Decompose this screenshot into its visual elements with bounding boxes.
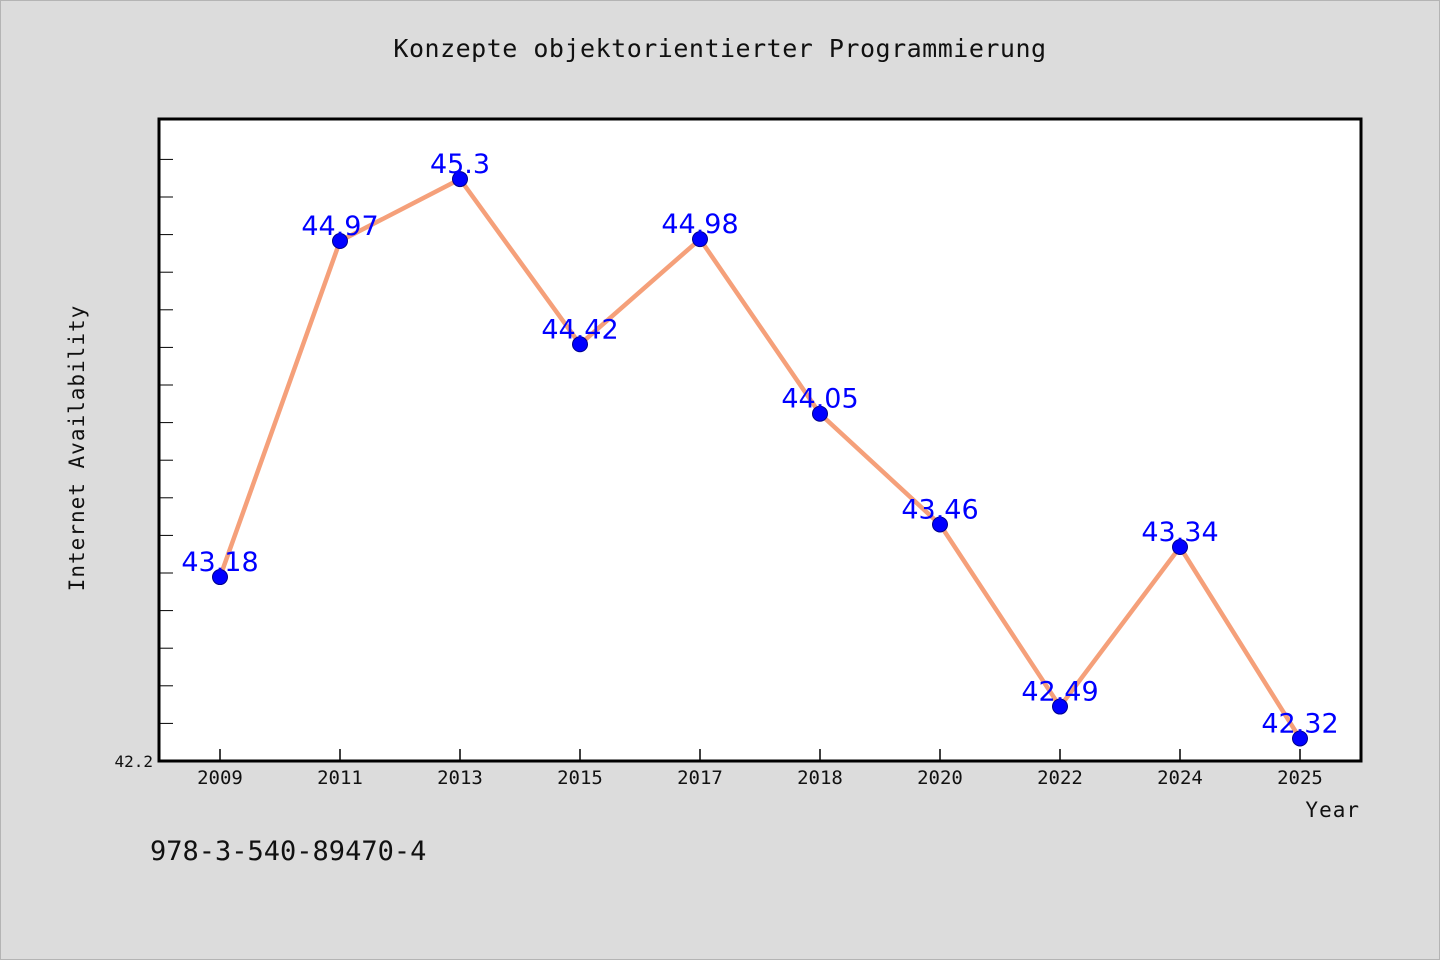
data-label: 44.98 — [661, 209, 738, 240]
x-tick-label: 2018 — [797, 767, 843, 789]
chart-title: Konzepte objektorientierter Programmieru… — [393, 34, 1047, 63]
x-tick-label: 2025 — [1277, 767, 1323, 789]
data-label: 45.3 — [430, 149, 490, 180]
plot-area — [157, 117, 1363, 763]
data-point-marker — [572, 336, 588, 353]
data-label: 43.46 — [901, 494, 978, 525]
data-label: 42.32 — [1261, 708, 1338, 739]
x-tick-label: 2011 — [317, 767, 363, 789]
data-label: 43.18 — [181, 547, 258, 578]
data-label: 44.05 — [781, 384, 858, 415]
x-tick-label: 2024 — [1157, 767, 1203, 789]
data-labels: 43.18 44.97 45.3 44.42 44.98 44.05 43.46 42.49 4… — [181, 149, 1338, 739]
data-point-marker — [1052, 698, 1068, 715]
y-axis-label: Internet Availability — [65, 305, 89, 592]
x-axis-tick-labels: 2009 2011 2013 2015 2017 2018 2020 2022 2024 2025 — [197, 767, 1323, 789]
x-axis-ticks — [219, 749, 1301, 761]
data-point-marker — [212, 569, 228, 586]
series-markers — [212, 171, 1308, 747]
isbn-text: 978-3-540-89470-4 — [150, 836, 427, 867]
y-axis-ticks — [159, 158, 173, 724]
x-tick-label: 2020 — [917, 767, 963, 789]
x-tick-label: 2013 — [437, 767, 483, 789]
data-label: 44.42 — [541, 314, 618, 345]
data-label: 42.49 — [1021, 677, 1098, 708]
data-point-marker — [692, 231, 708, 248]
series-line — [217, 176, 1302, 740]
data-label: 44.97 — [301, 211, 378, 242]
x-tick-label: 2009 — [197, 767, 243, 789]
data-point-marker — [1292, 730, 1308, 747]
data-label: 43.34 — [1141, 517, 1218, 548]
x-axis-label: Year — [1305, 798, 1360, 822]
data-point-marker — [812, 405, 828, 422]
x-tick-label: 2015 — [557, 767, 603, 789]
data-point-marker — [1172, 539, 1188, 555]
x-tick-label: 2017 — [677, 767, 723, 789]
data-point-marker — [932, 516, 948, 533]
data-point-marker — [332, 233, 348, 250]
x-tick-label: 2022 — [1037, 767, 1083, 789]
data-point-marker — [452, 171, 468, 188]
y-tick-label: 42.2 — [114, 752, 153, 771]
